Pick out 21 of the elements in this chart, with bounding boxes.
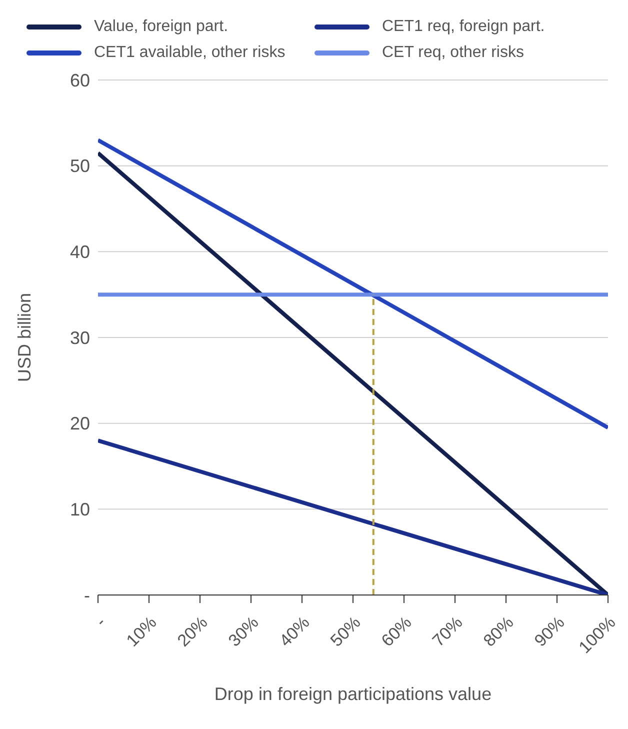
y-tick-label: - (84, 585, 90, 606)
x-tick-label: 90% (530, 612, 568, 650)
x-tick-label: 80% (480, 612, 518, 650)
y-axis-title: USD billion (14, 292, 34, 382)
y-tick-label: 60 (70, 70, 90, 90)
x-axis-title: Drop in foreign participations value (214, 684, 492, 704)
y-tick-label: 50 (70, 156, 90, 176)
x-tick-label: 70% (428, 612, 466, 650)
legend-label: CET1 req, foreign part. (382, 18, 545, 36)
y-tick-label: 30 (70, 328, 90, 348)
y-tick-label: 10 (70, 500, 90, 520)
legend-label: Value, foreign part. (94, 18, 228, 36)
legend-label: CET req, other risks (382, 44, 524, 62)
legend-label: CET1 available, other risks (94, 44, 286, 62)
y-tick-label: 40 (70, 242, 90, 262)
x-tick-label: - (92, 612, 110, 630)
x-tick-label: 40% (276, 612, 314, 650)
y-tick-label: 20 (70, 414, 90, 434)
x-tick-label: 50% (326, 612, 364, 650)
x-tick-label: 30% (224, 612, 262, 650)
x-tick-label: 60% (378, 612, 416, 650)
